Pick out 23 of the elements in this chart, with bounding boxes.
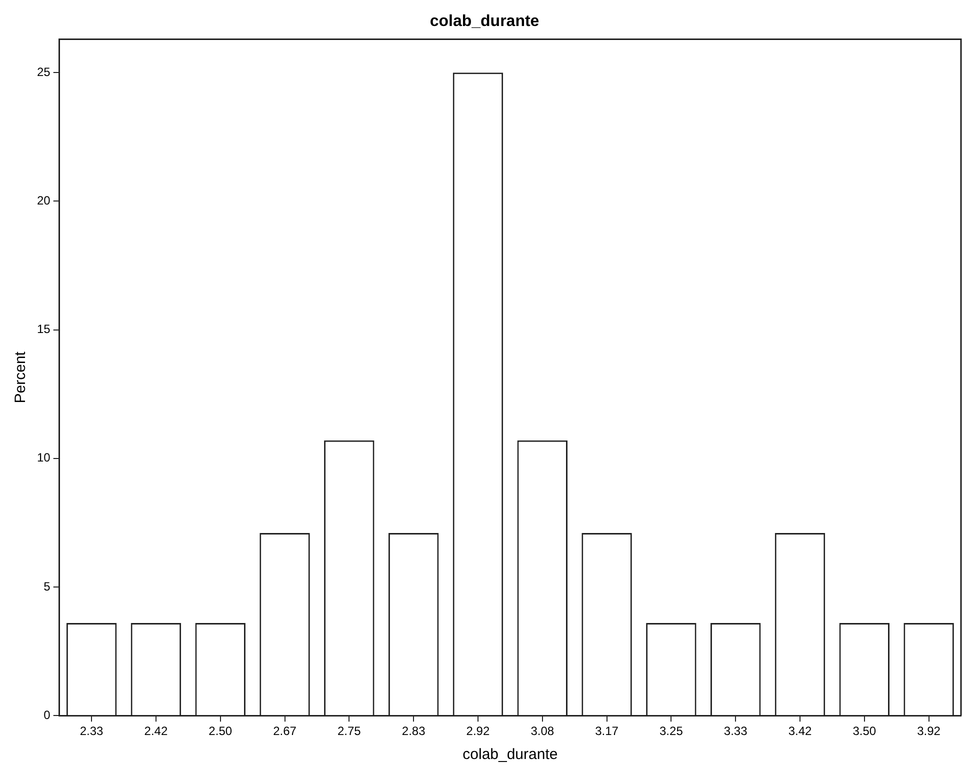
x-tick-label: 3.25 (660, 724, 684, 738)
y-axis-title: Percent (12, 350, 30, 404)
y-tick-label: 10 (36, 450, 51, 465)
x-tick-label: 3.17 (595, 724, 619, 738)
x-tick-label: 2.92 (466, 724, 490, 738)
x-tick-label: 3.50 (852, 724, 876, 738)
x-axis-title: colab_durante (462, 746, 558, 764)
y-tick-label: 25 (36, 64, 51, 79)
x-tick-label: 2.42 (144, 724, 168, 738)
x-tick-label: 2.75 (337, 724, 362, 738)
y-tick-label: 0 (44, 708, 51, 722)
y-tick-label: 20 (36, 194, 51, 208)
x-tick-label: 3.33 (724, 724, 748, 738)
x-tick-label: 3.92 (917, 724, 941, 738)
x-tick-label: 2.83 (402, 724, 426, 738)
x-tick-label: 2.33 (80, 724, 104, 738)
x-tick-label: 3.08 (530, 724, 554, 738)
y-tick-label: 5 (44, 579, 51, 594)
x-tick-label: 2.67 (273, 724, 297, 738)
y-tick-label: 15 (36, 322, 51, 336)
x-tick-label: 2.50 (208, 724, 232, 738)
chart-title: colab_durante (430, 13, 540, 30)
x-tick-label: 3.42 (788, 724, 812, 738)
